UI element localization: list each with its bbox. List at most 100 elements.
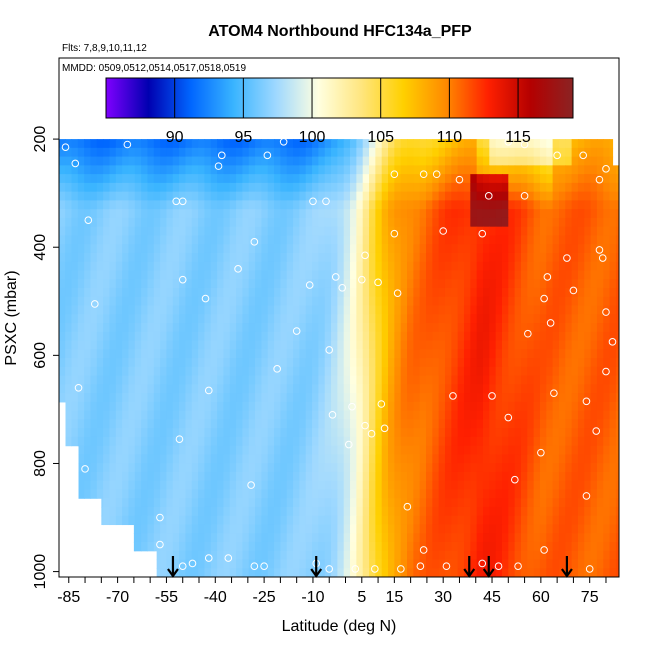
x-axis: -85 -70 -55 -40 -25 -10 5 15 30 45 60 75 <box>57 577 607 606</box>
field-cell <box>533 559 541 569</box>
field-cell <box>609 217 617 228</box>
field-cell <box>476 428 484 438</box>
field-cell <box>274 445 281 455</box>
field-cell <box>312 410 319 420</box>
field-cell <box>128 314 136 324</box>
field-cell <box>84 340 92 350</box>
field-cell <box>267 471 275 482</box>
field-cell <box>179 489 187 499</box>
field-cell <box>413 463 421 473</box>
field-cell <box>463 287 471 298</box>
field-cell <box>514 139 522 149</box>
field-cell <box>217 375 225 385</box>
field-cell <box>514 305 522 315</box>
field-cell <box>337 428 345 438</box>
field-cell <box>122 165 130 175</box>
field-cell <box>508 349 516 359</box>
field-cell <box>90 366 98 377</box>
sample-point <box>494 562 503 570</box>
field-cell <box>470 428 478 438</box>
field-cell <box>90 401 98 412</box>
field-cell <box>419 489 427 499</box>
field-cell <box>229 340 237 350</box>
field-cell <box>248 139 256 149</box>
field-cell <box>470 139 478 149</box>
field-cell <box>489 393 497 403</box>
field-cell <box>457 489 465 499</box>
field-cell <box>514 506 522 517</box>
field-cell <box>65 436 73 447</box>
field-cell <box>590 340 598 350</box>
field-cell <box>210 261 218 272</box>
field-cell <box>261 182 269 193</box>
field-cell <box>482 541 490 552</box>
field-cell <box>603 287 611 298</box>
field-cell <box>172 156 180 166</box>
field-cell <box>337 340 345 350</box>
field-cell <box>77 209 85 219</box>
field-cell <box>546 384 554 394</box>
field-cell <box>134 331 142 342</box>
field-cell <box>318 226 326 237</box>
field-cell <box>274 428 281 438</box>
field-cell <box>204 436 212 447</box>
field-cell <box>565 550 573 561</box>
field-cell <box>426 393 433 403</box>
field-cell <box>160 331 168 342</box>
field-cell <box>71 270 79 280</box>
field-cell <box>407 296 414 307</box>
field-cell <box>312 384 319 394</box>
field-cell <box>482 147 490 158</box>
field-cell <box>103 349 111 359</box>
field-cell <box>299 296 307 307</box>
field-cell <box>552 489 560 499</box>
field-cell <box>248 550 256 561</box>
field-cell <box>103 314 111 324</box>
field-cell <box>255 139 262 149</box>
field-cell <box>451 524 459 534</box>
field-cell <box>520 559 528 569</box>
field-cell <box>305 384 313 394</box>
field-cell <box>590 445 598 455</box>
field-cell <box>362 209 370 219</box>
field-cell <box>204 375 212 385</box>
field-cell <box>331 139 338 149</box>
field-cell <box>242 191 250 201</box>
field-cell <box>565 174 573 184</box>
field-cell <box>603 375 611 385</box>
field-cell <box>533 165 541 175</box>
field-cell <box>147 349 155 359</box>
field-cell <box>103 366 111 377</box>
field-cell <box>552 471 560 482</box>
field-cell <box>198 209 206 219</box>
field-cell <box>451 419 459 429</box>
field-cell <box>514 182 522 193</box>
field-cell <box>609 419 617 429</box>
field-cell <box>362 139 370 149</box>
field-cell <box>394 524 402 534</box>
field-cell <box>134 261 142 272</box>
field-cell <box>172 261 180 272</box>
field-cell <box>615 524 619 534</box>
field-cell <box>134 252 142 263</box>
field-cell <box>210 515 218 526</box>
field-cell <box>584 428 592 438</box>
field-cell <box>596 506 604 517</box>
field-cell <box>381 419 389 429</box>
field-cell <box>255 506 262 517</box>
field-cell <box>65 323 73 333</box>
field-cell <box>501 393 509 403</box>
field-cell <box>432 436 440 447</box>
field-cell <box>305 156 313 166</box>
field-cell <box>166 419 174 429</box>
field-cell <box>419 296 427 307</box>
field-cell <box>84 384 92 394</box>
field-cell <box>299 410 307 420</box>
field-cell <box>343 252 351 263</box>
field-cell <box>223 217 231 228</box>
field-cell <box>179 463 187 473</box>
field-cell <box>394 340 402 350</box>
field-cell <box>134 279 142 289</box>
field-cell <box>337 471 345 482</box>
field-cell <box>153 252 161 263</box>
